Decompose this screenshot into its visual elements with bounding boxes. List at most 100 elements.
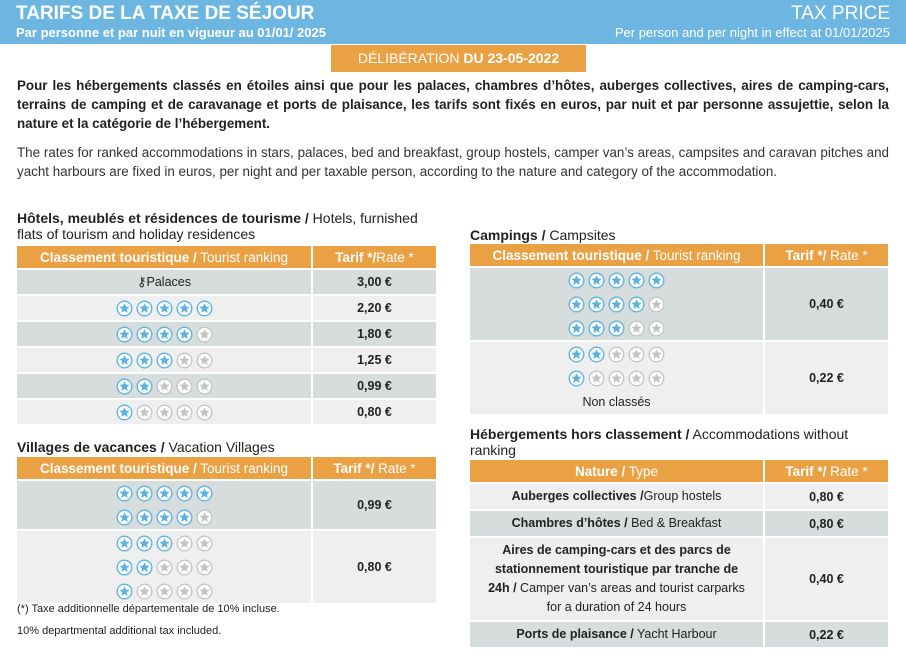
star-rating (17, 348, 311, 372)
ranking-cell (17, 322, 311, 346)
star-filled-icon (196, 300, 212, 316)
star-empty-icon (608, 370, 625, 386)
ranking-cell: Ports de plaisance / Yacht Harbour (470, 622, 763, 647)
star-filled-icon (568, 296, 585, 312)
unranked-col-type: Nature / Type (470, 460, 763, 482)
star-empty-icon (648, 296, 665, 312)
ranking-cell (17, 374, 311, 398)
star-filled-icon (648, 272, 665, 288)
star-rating (470, 268, 763, 292)
page-subtitle-en: Per person and per night in effect at 01… (614, 25, 890, 40)
star-filled-icon (136, 509, 152, 525)
star-filled-icon (136, 535, 152, 551)
star-rating (470, 366, 763, 390)
star-filled-icon (116, 378, 132, 394)
star-empty-icon (176, 404, 192, 420)
rate-cell: 0,99 € (313, 481, 436, 529)
star-filled-icon (176, 326, 192, 342)
rate-cell: 3,00 € (313, 270, 436, 294)
ranking-cell: Aires de camping-cars et des parcs de st… (470, 538, 763, 620)
star-empty-icon (628, 320, 645, 336)
intro-english: The rates for ranked accommodations in s… (17, 145, 889, 179)
star-rating (17, 505, 311, 529)
star-filled-icon (176, 300, 192, 316)
star-filled-icon (568, 320, 585, 336)
star-empty-icon (156, 559, 172, 575)
star-filled-icon (116, 326, 132, 342)
star-rating (17, 322, 311, 346)
hotels-col-rate: Tarif */Rate * (313, 246, 436, 268)
villages-col-rate: Tarif */ Rate * (313, 457, 436, 479)
star-empty-icon (588, 370, 605, 386)
ranking-cell (17, 531, 311, 603)
campings-col-ranking: Classement touristique / Tourist ranking (470, 244, 763, 266)
rate-cell: 0,80 € (313, 531, 436, 603)
type-en: Camper van’s areas and tourist carparks … (516, 581, 745, 614)
star-filled-icon (136, 559, 152, 575)
footnote-en: 10% departmental additional tax included… (17, 625, 222, 637)
table-row: 1,80 € (17, 322, 436, 346)
star-filled-icon (176, 485, 192, 501)
star-rating (470, 316, 763, 340)
type-en: Group hostels (643, 489, 722, 503)
villages-table: Classement touristique / Tourist ranking… (15, 455, 438, 605)
rate-cell: 0,40 € (765, 538, 888, 620)
palace-keys-icon: ⚷ (136, 274, 147, 289)
star-filled-icon (588, 296, 605, 312)
type-fr: Aires de camping-cars et des parcs de st… (488, 543, 739, 595)
rate-cell: 0,80 € (765, 484, 888, 509)
ranking-cell: Non classés (470, 342, 763, 414)
star-empty-icon (176, 378, 192, 394)
star-empty-icon (196, 326, 212, 342)
star-empty-icon (196, 509, 212, 525)
star-filled-icon (136, 352, 152, 368)
star-empty-icon (196, 378, 212, 394)
table-row: 0,80 € (17, 400, 436, 424)
star-filled-icon (608, 320, 625, 336)
type-fr: Auberges collectives / (511, 489, 644, 503)
star-empty-icon (156, 378, 172, 394)
rate-cell: 1,25 € (313, 348, 436, 372)
villages-title: Villages de vacances / Vacation Villages (17, 439, 275, 455)
star-rating (470, 342, 763, 366)
star-filled-icon (116, 583, 132, 599)
star-filled-icon (628, 272, 645, 288)
ranking-cell (470, 268, 763, 340)
star-empty-icon (196, 583, 212, 599)
star-filled-icon (176, 509, 192, 525)
star-filled-icon (628, 296, 645, 312)
star-filled-icon (136, 485, 152, 501)
unranked-col-rate: Tarif */ Rate * (765, 460, 888, 482)
table-row: 0,99 € (17, 481, 436, 529)
unranked-table: Nature / Type Tarif */ Rate * Auberges c… (468, 458, 890, 649)
star-rating (17, 400, 311, 424)
type-en: Yacht Harbour (633, 627, 717, 641)
star-empty-icon (156, 583, 172, 599)
villages-col-ranking: Classement touristique / Tourist ranking (17, 457, 311, 479)
type-fr: Chambres d’hôtes / (511, 516, 628, 530)
deliberation-badge: DÉLIBÉRATION DU 23-05-2022 (331, 45, 586, 72)
star-empty-icon (176, 535, 192, 551)
star-empty-icon (628, 370, 645, 386)
star-empty-icon (648, 370, 665, 386)
header-banner: TARIFS DE LA TAXE DE SÉJOUR Par personne… (0, 0, 906, 44)
rate-cell: 0,22 € (765, 342, 888, 414)
ranking-cell (17, 296, 311, 320)
star-rating (17, 555, 311, 579)
star-empty-icon (176, 559, 192, 575)
star-empty-icon (196, 559, 212, 575)
star-filled-icon (568, 272, 585, 288)
ranking-cell (17, 481, 311, 529)
star-rating (17, 296, 311, 320)
table-row: 2,20 € (17, 296, 436, 320)
rate-cell: 0,22 € (765, 622, 888, 647)
type-en: Bed & Breakfast (627, 516, 722, 530)
rate-cell: 0,80 € (765, 511, 888, 536)
star-filled-icon (568, 370, 585, 386)
star-filled-icon (116, 352, 132, 368)
table-row: ⚷Palaces 3,00 € (17, 270, 436, 294)
star-filled-icon (156, 352, 172, 368)
table-row: Ports de plaisance / Yacht Harbour 0,22 € (470, 622, 888, 647)
table-row: 0,40 € (470, 268, 888, 340)
rate-cell: 2,20 € (313, 296, 436, 320)
